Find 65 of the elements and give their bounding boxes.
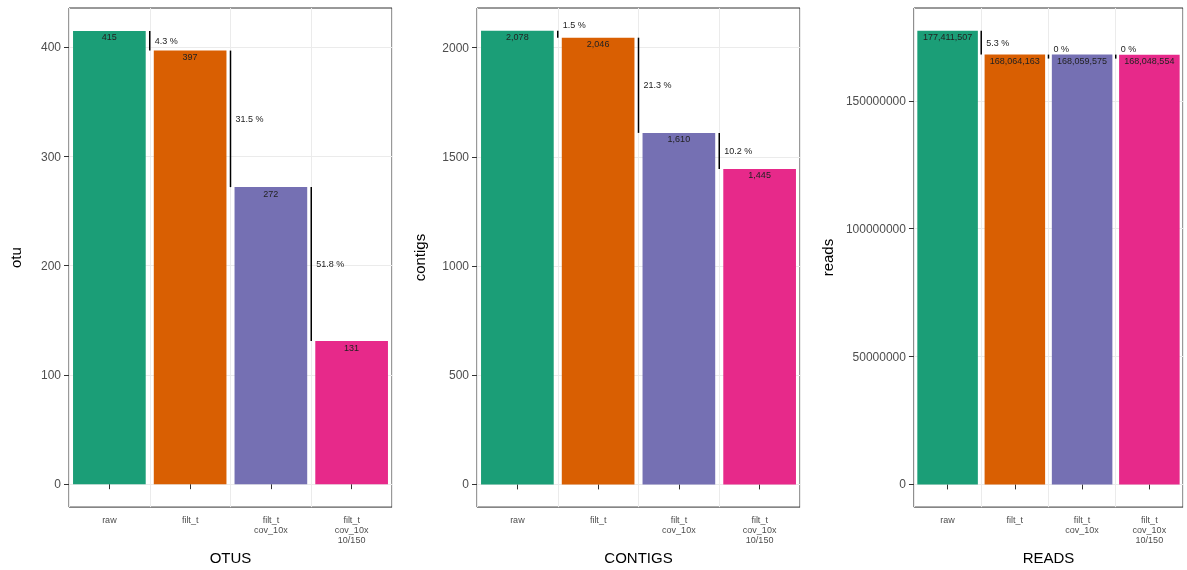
- y-tick-label: 100000000: [845, 221, 907, 236]
- x-tick-label: filt_t cov_10x: [1065, 515, 1100, 536]
- annotation: 1.5 %: [562, 19, 586, 30]
- annotation: 0 %: [1120, 43, 1137, 54]
- bar: [481, 30, 554, 485]
- y-tick-label: 100: [40, 367, 62, 382]
- data-label: 397: [182, 52, 198, 63]
- y-tick-label: 0: [899, 477, 907, 492]
- y-tick-label: 0: [462, 477, 470, 492]
- annotation: 51.8 %: [316, 259, 345, 270]
- x-tick-label: filt_t cov_10x 10/150: [742, 515, 777, 546]
- y-tick-label: 150000000: [845, 93, 907, 108]
- y-axis-title: reads: [819, 238, 836, 277]
- y-tick-label: 200: [40, 258, 62, 273]
- x-tick-label: filt_t cov_10x 10/150: [1132, 515, 1167, 546]
- data-label: 415: [101, 32, 117, 43]
- y-tick-label: 1000: [442, 259, 470, 274]
- data-label: 168,048,554: [1124, 56, 1175, 67]
- data-label: 177,411,507: [922, 32, 973, 43]
- data-label: 168,064,163: [989, 56, 1040, 67]
- bar: [234, 187, 308, 485]
- data-label: 1,445: [748, 170, 771, 181]
- x-axis-title: OTUS: [209, 549, 252, 566]
- bar: [917, 30, 978, 485]
- bar: [1051, 54, 1113, 485]
- x-tick-label: filt_t cov_10x: [254, 515, 289, 536]
- bar: [642, 132, 716, 485]
- y-tick-label: 400: [40, 40, 62, 55]
- data-label: 1,610: [667, 134, 691, 145]
- x-axis-title: READS: [1022, 549, 1075, 566]
- y-axis-title: otu: [7, 247, 24, 268]
- x-tick-label: filt_t cov_10x 10/150: [334, 515, 369, 546]
- bar: [153, 50, 227, 485]
- x-tick-label: raw: [102, 515, 118, 526]
- bar: [723, 168, 796, 485]
- x-tick-label: filt_t: [181, 515, 199, 526]
- y-tick-label: 1500: [442, 149, 470, 164]
- bar: [73, 30, 146, 485]
- y-tick-label: 50000000: [852, 349, 907, 364]
- data-label: 168,059,575: [1057, 56, 1108, 67]
- annotation: 0 %: [1053, 43, 1069, 54]
- y-tick-label: 300: [40, 149, 62, 164]
- annotation: 21.3 %: [643, 80, 672, 91]
- annotation: 5.3 %: [986, 37, 1010, 48]
- bar: [1119, 54, 1180, 485]
- x-tick-label: filt_t: [1006, 515, 1024, 526]
- x-tick-label: filt_t cov_10x: [662, 515, 697, 536]
- bar: [984, 54, 1046, 485]
- annotation: 31.5 %: [235, 113, 264, 124]
- y-axis-title: contigs: [411, 233, 428, 282]
- data-label: 2,046: [586, 39, 610, 50]
- y-tick-label: 0: [54, 477, 62, 492]
- annotation: 4.3 %: [154, 35, 178, 46]
- x-tick-label: raw: [510, 515, 526, 526]
- y-tick-label: 500: [448, 368, 470, 383]
- annotation: 10.2 %: [724, 145, 753, 156]
- bar: [315, 341, 388, 485]
- data-label: 272: [263, 188, 279, 199]
- data-label: 2,078: [506, 32, 529, 43]
- y-tick-label: 2000: [442, 40, 470, 55]
- bar: [561, 37, 635, 485]
- x-tick-label: filt_t: [589, 515, 607, 526]
- x-tick-label: raw: [940, 515, 956, 526]
- data-label: 131: [344, 342, 360, 353]
- x-axis-title: CONTIGS: [604, 549, 673, 566]
